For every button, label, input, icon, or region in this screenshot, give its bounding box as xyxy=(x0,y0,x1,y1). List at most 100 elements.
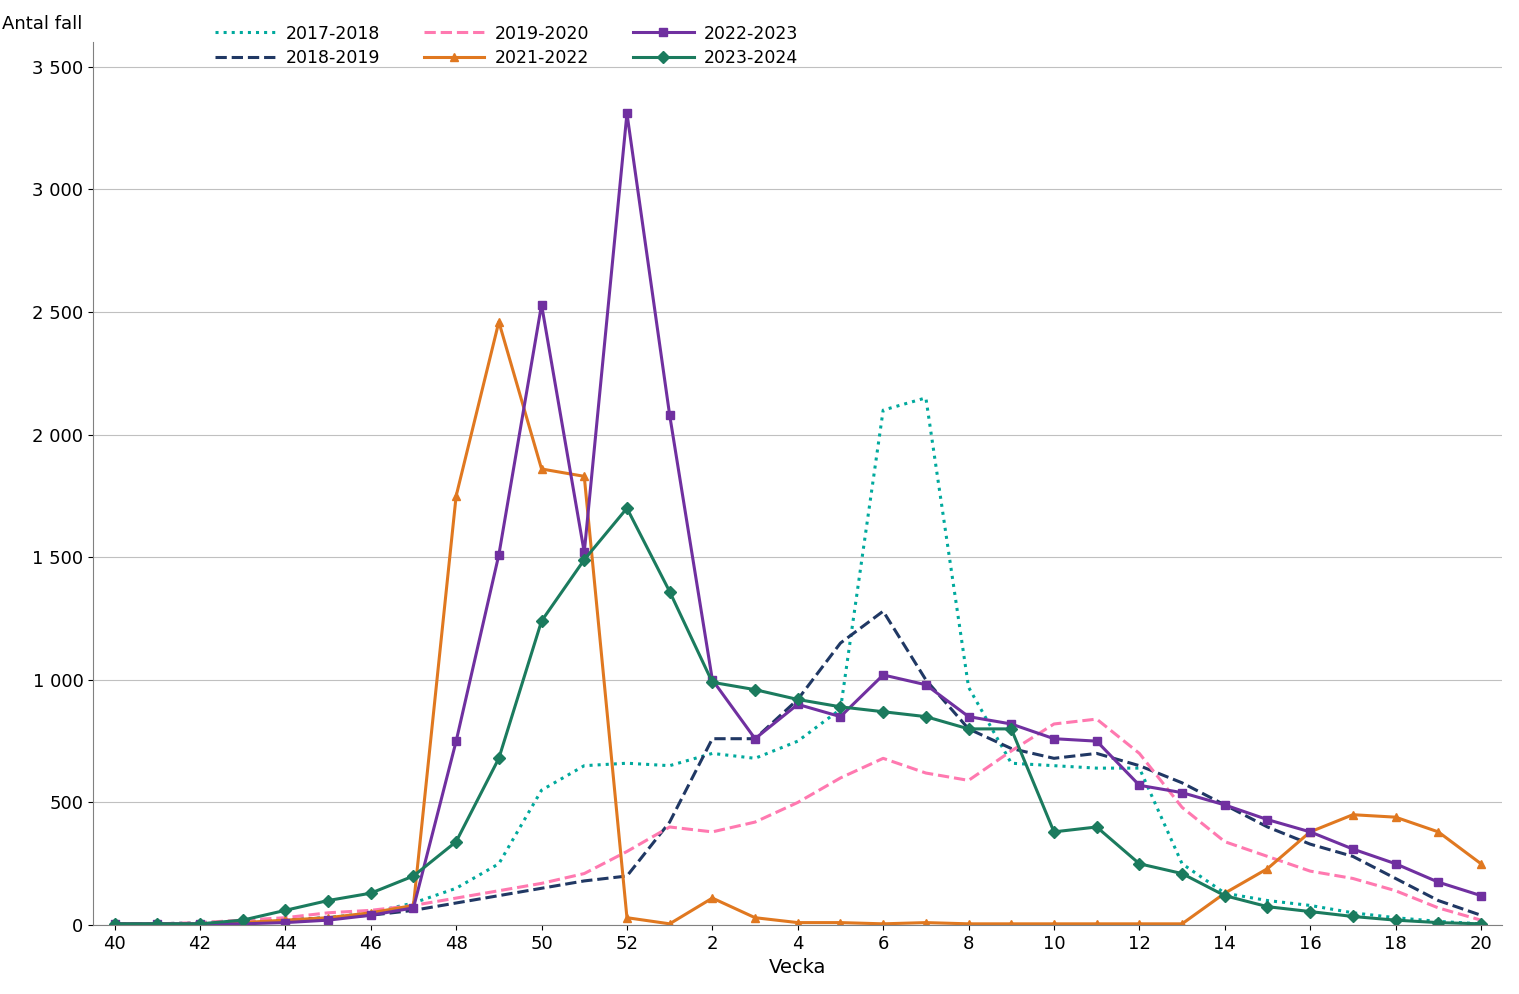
2023-2024 xyxy=(234,914,252,926)
2022-2023 xyxy=(661,410,679,421)
2017-2018 xyxy=(1472,917,1490,929)
2019-2020 xyxy=(1045,718,1063,730)
2022-2023 xyxy=(831,711,849,723)
2019-2020 xyxy=(873,752,892,764)
2021-2022 xyxy=(105,917,123,929)
2018-2019 xyxy=(1003,743,1021,754)
2017-2018 xyxy=(1429,915,1448,927)
2022-2023 xyxy=(873,669,892,681)
2019-2020 xyxy=(1130,747,1148,759)
2017-2018 xyxy=(788,736,807,747)
2019-2020 xyxy=(1429,902,1448,913)
2021-2022 xyxy=(362,907,380,918)
2023-2024 xyxy=(831,701,849,713)
2023-2024 xyxy=(703,676,722,688)
2021-2022 xyxy=(1045,917,1063,929)
2022-2023 xyxy=(960,711,978,723)
2017-2018 xyxy=(1258,895,1276,907)
2023-2024 xyxy=(362,888,380,900)
2021-2022 xyxy=(1215,888,1233,900)
2019-2020 xyxy=(960,774,978,786)
2017-2018 xyxy=(831,704,849,716)
2021-2022 xyxy=(191,917,210,929)
2018-2019 xyxy=(960,723,978,735)
Text: Antal fall: Antal fall xyxy=(2,16,82,34)
2018-2019 xyxy=(746,733,764,745)
2021-2022 xyxy=(618,911,636,923)
2017-2018 xyxy=(618,757,636,769)
2022-2023 xyxy=(1215,799,1233,811)
2022-2023 xyxy=(489,549,507,561)
2023-2024 xyxy=(1045,826,1063,838)
2017-2018 xyxy=(746,752,764,764)
2018-2019 xyxy=(1344,851,1363,863)
2018-2019 xyxy=(447,897,465,909)
2022-2023 xyxy=(917,679,936,691)
2023-2024 xyxy=(1258,901,1276,912)
2019-2020 xyxy=(1173,801,1191,813)
2017-2018 xyxy=(917,392,936,404)
2017-2018 xyxy=(1387,911,1405,923)
2019-2020 xyxy=(489,885,507,897)
2021-2022 xyxy=(149,917,167,929)
2022-2023 xyxy=(234,917,252,929)
2021-2022 xyxy=(1387,811,1405,823)
2017-2018 xyxy=(661,759,679,771)
2018-2019 xyxy=(661,816,679,828)
2019-2020 xyxy=(447,893,465,905)
2017-2018 xyxy=(234,915,252,927)
2019-2020 xyxy=(1215,836,1233,848)
2023-2024 xyxy=(1387,914,1405,926)
2021-2022 xyxy=(1130,917,1148,929)
X-axis label: Vecka: Vecka xyxy=(769,958,826,977)
2017-2018 xyxy=(1045,759,1063,771)
2017-2018 xyxy=(1215,888,1233,900)
2019-2020 xyxy=(1302,865,1320,877)
Line: 2019-2020: 2019-2020 xyxy=(114,719,1481,923)
2019-2020 xyxy=(105,917,123,929)
2023-2024 xyxy=(1472,917,1490,929)
2018-2019 xyxy=(1387,873,1405,885)
2019-2020 xyxy=(831,772,849,784)
2018-2019 xyxy=(319,911,337,923)
2019-2020 xyxy=(788,796,807,808)
2017-2018 xyxy=(1088,762,1106,774)
2018-2019 xyxy=(404,905,422,916)
2019-2020 xyxy=(618,846,636,858)
2021-2022 xyxy=(831,916,849,928)
2018-2019 xyxy=(1429,895,1448,907)
2019-2020 xyxy=(917,767,936,779)
2022-2023 xyxy=(447,736,465,747)
2017-2018 xyxy=(703,747,722,759)
2018-2019 xyxy=(831,637,849,649)
2022-2023 xyxy=(191,917,210,929)
2019-2020 xyxy=(703,826,722,838)
2017-2018 xyxy=(319,911,337,923)
2023-2024 xyxy=(618,502,636,514)
2023-2024 xyxy=(105,917,123,929)
2019-2020 xyxy=(319,907,337,918)
2021-2022 xyxy=(873,917,892,929)
2018-2019 xyxy=(788,694,807,706)
2019-2020 xyxy=(533,878,551,890)
2022-2023 xyxy=(618,107,636,119)
2018-2019 xyxy=(191,917,210,929)
2023-2024 xyxy=(661,585,679,597)
2021-2022 xyxy=(1258,863,1276,875)
2021-2022 xyxy=(404,900,422,911)
2023-2024 xyxy=(788,694,807,706)
2019-2020 xyxy=(576,868,594,880)
2017-2018 xyxy=(447,883,465,895)
2022-2023 xyxy=(319,914,337,926)
2017-2018 xyxy=(149,917,167,929)
2023-2024 xyxy=(489,752,507,764)
2021-2022 xyxy=(1302,826,1320,838)
2022-2023 xyxy=(404,902,422,913)
2017-2018 xyxy=(1130,762,1148,774)
2022-2023 xyxy=(1088,736,1106,747)
2022-2023 xyxy=(746,733,764,745)
2023-2024 xyxy=(917,711,936,723)
2023-2024 xyxy=(1088,821,1106,833)
2018-2019 xyxy=(149,917,167,929)
2018-2019 xyxy=(234,916,252,928)
